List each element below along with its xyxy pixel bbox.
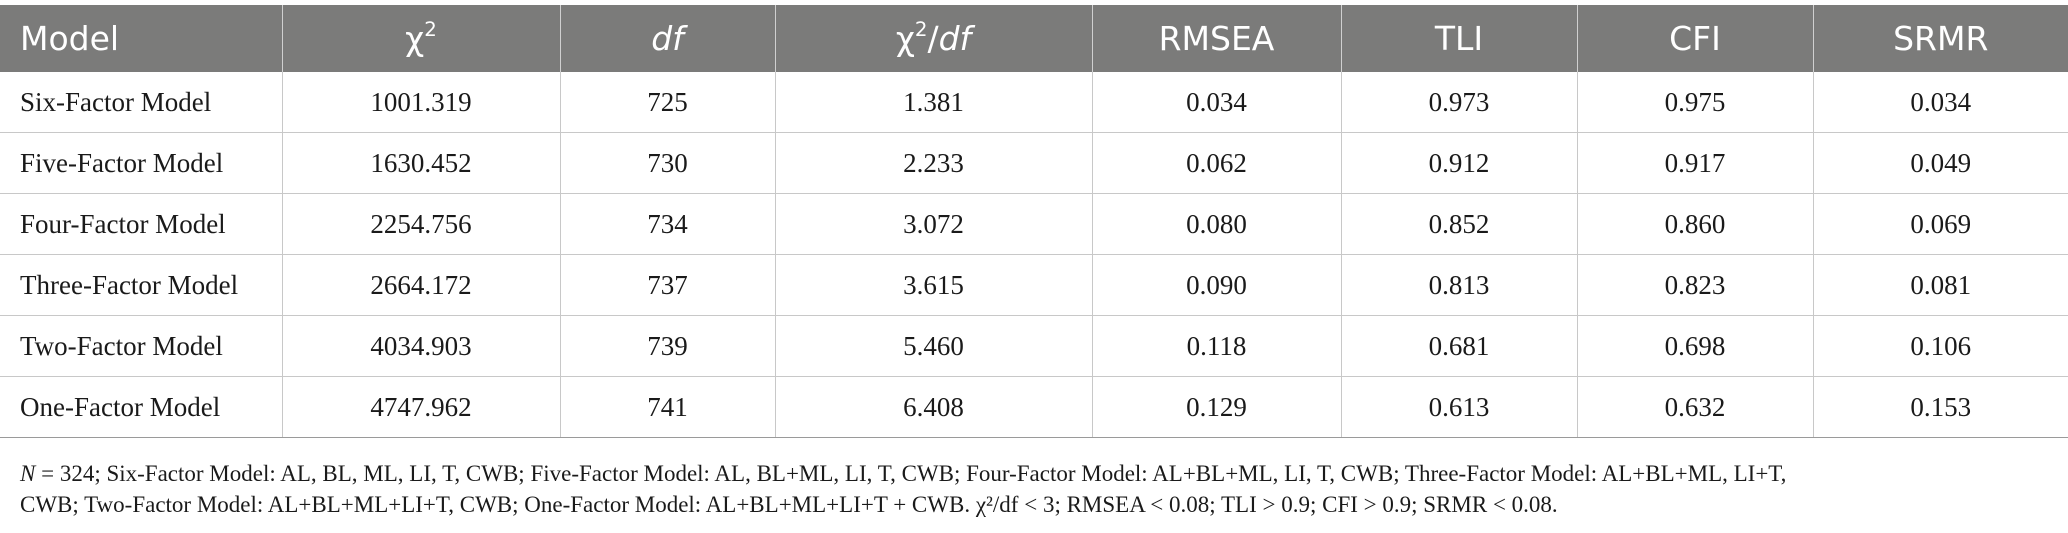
header-chi-superscript: 2	[424, 18, 437, 42]
header-row: Model χ2 df χ2/df RMSEA TLI CFI SRMR	[0, 5, 2068, 72]
table-row: Three-Factor Model 2664.172 737 3.615 0.…	[0, 254, 2068, 316]
cell-chi-square-df: 3.615	[775, 254, 1093, 316]
cell-model: Two-Factor Model	[0, 315, 283, 377]
header-rmsea: RMSEA	[1092, 5, 1342, 72]
header-chi-symbol: χ	[405, 19, 425, 58]
cell-tli: 0.613	[1341, 376, 1578, 438]
cell-tli: 0.852	[1341, 193, 1578, 255]
cell-model: Five-Factor Model	[0, 132, 283, 194]
table-header: Model χ2 df χ2/df RMSEA TLI CFI SRMR	[0, 5, 2068, 72]
cell-rmsea: 0.118	[1092, 315, 1342, 377]
table-row: Five-Factor Model 1630.452 730 2.233 0.0…	[0, 132, 2068, 194]
table-row: Four-Factor Model 2254.756 734 3.072 0.0…	[0, 193, 2068, 255]
header-chi-square-df: χ2/df	[775, 5, 1093, 72]
cell-srmr: 0.034	[1813, 72, 2068, 133]
fit-indices-table: Model χ2 df χ2/df RMSEA TLI CFI SRMR Six…	[0, 5, 2068, 438]
header-tli-label: TLI	[1434, 19, 1484, 58]
header-model-label: Model	[20, 19, 120, 58]
cell-srmr: 0.106	[1813, 315, 2068, 377]
header-tli: TLI	[1341, 5, 1578, 72]
header-ratio-superscript: 2	[914, 18, 928, 42]
cell-chi-square-df: 5.460	[775, 315, 1093, 377]
cell-rmsea: 0.090	[1092, 254, 1342, 316]
cell-tli: 0.813	[1341, 254, 1578, 316]
table-row: Six-Factor Model 1001.319 725 1.381 0.03…	[0, 72, 2068, 133]
cell-rmsea: 0.129	[1092, 376, 1342, 438]
cell-rmsea: 0.062	[1092, 132, 1342, 194]
cell-tli: 0.912	[1341, 132, 1578, 194]
header-ratio-slash: /	[927, 19, 939, 58]
cell-srmr: 0.069	[1813, 193, 2068, 255]
table-row: One-Factor Model 4747.962 741 6.408 0.12…	[0, 376, 2068, 438]
cell-model: One-Factor Model	[0, 376, 283, 438]
cell-tli: 0.681	[1341, 315, 1578, 377]
cell-chi-square-df: 6.408	[775, 376, 1093, 438]
cell-rmsea: 0.080	[1092, 193, 1342, 255]
table-footnote: N = 324; Six-Factor Model: AL, BL, ML, L…	[20, 458, 2040, 520]
header-model: Model	[0, 5, 283, 72]
cell-df: 739	[560, 315, 776, 377]
cell-chi-square: 4747.962	[282, 376, 561, 438]
cell-cfi: 0.698	[1577, 315, 1814, 377]
cell-model: Six-Factor Model	[0, 72, 283, 133]
header-df-label: df	[651, 19, 684, 58]
cell-model: Three-Factor Model	[0, 254, 283, 316]
cell-chi-square: 2254.756	[282, 193, 561, 255]
cell-chi-square-df: 2.233	[775, 132, 1093, 194]
cell-cfi: 0.975	[1577, 72, 1814, 133]
cell-rmsea: 0.034	[1092, 72, 1342, 133]
cell-chi-square: 1630.452	[282, 132, 561, 194]
cell-cfi: 0.632	[1577, 376, 1814, 438]
header-rmsea-label: RMSEA	[1158, 19, 1275, 58]
cell-chi-square-df: 1.381	[775, 72, 1093, 133]
table-row: Two-Factor Model 4034.903 739 5.460 0.11…	[0, 315, 2068, 377]
cell-srmr: 0.153	[1813, 376, 2068, 438]
cell-df: 734	[560, 193, 776, 255]
cell-srmr: 0.081	[1813, 254, 2068, 316]
cell-chi-square-df: 3.072	[775, 193, 1093, 255]
fit-indices-table-container: Model χ2 df χ2/df RMSEA TLI CFI SRMR Six…	[0, 5, 2068, 438]
header-srmr: SRMR	[1813, 5, 2068, 72]
cell-chi-square: 4034.903	[282, 315, 561, 377]
cell-df: 737	[560, 254, 776, 316]
cell-df: 730	[560, 132, 776, 194]
cell-model: Four-Factor Model	[0, 193, 283, 255]
header-ratio-df: df	[938, 19, 972, 58]
cell-cfi: 0.823	[1577, 254, 1814, 316]
cell-chi-square: 1001.319	[282, 72, 561, 133]
cell-cfi: 0.917	[1577, 132, 1814, 194]
cell-df: 741	[560, 376, 776, 438]
header-df: df	[560, 5, 776, 72]
header-cfi: CFI	[1577, 5, 1814, 72]
cell-cfi: 0.860	[1577, 193, 1814, 255]
footnote-n-symbol: N	[20, 461, 36, 486]
cell-tli: 0.973	[1341, 72, 1578, 133]
cell-chi-square: 2664.172	[282, 254, 561, 316]
header-srmr-label: SRMR	[1893, 19, 1989, 58]
header-ratio-chi-symbol: χ	[895, 19, 915, 58]
table-body: Six-Factor Model 1001.319 725 1.381 0.03…	[0, 72, 2068, 438]
header-cfi-label: CFI	[1669, 19, 1721, 58]
cell-df: 725	[560, 72, 776, 133]
cell-srmr: 0.049	[1813, 132, 2068, 194]
header-chi-square: χ2	[282, 5, 561, 72]
footnote-line-1: = 324; Six-Factor Model: AL, BL, ML, LI,…	[35, 461, 1787, 486]
footnote-line-2: CWB; Two-Factor Model: AL+BL+ML+LI+T, CW…	[20, 492, 1558, 517]
